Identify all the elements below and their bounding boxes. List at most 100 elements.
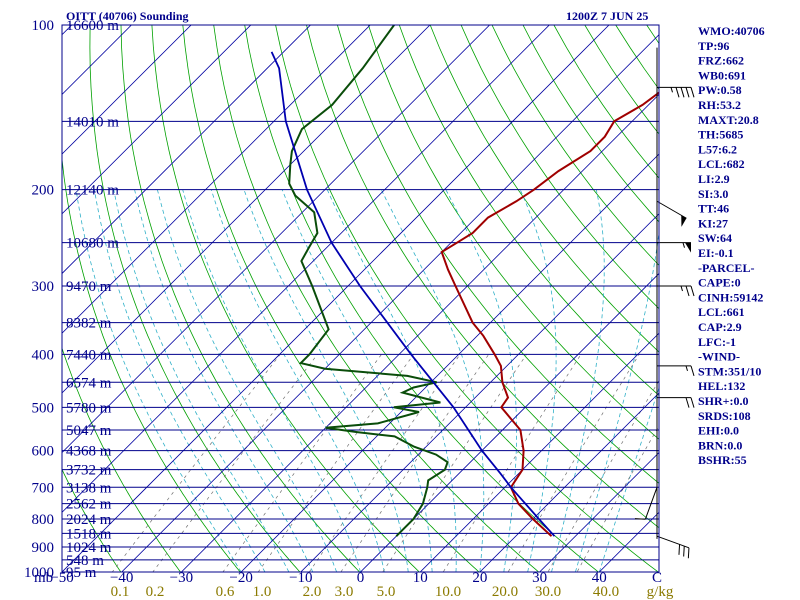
mixing-ratio-line	[308, 354, 461, 572]
isotherm	[419, 332, 659, 572]
temperature-tick-label: −30	[170, 570, 193, 586]
mixing-ratio-line	[222, 354, 382, 572]
plot-frame	[61, 24, 660, 573]
dry-adiabat	[584, 25, 659, 135]
temperature-tick-label: 30	[532, 570, 547, 586]
isotherm	[598, 511, 659, 572]
mixing-ratio-line	[507, 354, 640, 572]
temperature-tick-label: −10	[289, 570, 312, 586]
wind-profile	[634, 47, 695, 559]
isotherm	[62, 25, 312, 275]
height-label: 4368 m	[66, 444, 112, 460]
isobars	[62, 24, 659, 573]
wind-barb	[657, 365, 695, 377]
mixing-ratio-tick-label: 20.0	[492, 584, 518, 600]
dry-adiabat	[182, 25, 480, 572]
dry-adiabat	[429, 25, 659, 353]
index-value: LFC:-1	[698, 335, 736, 349]
height-label: 12140 m	[66, 183, 119, 199]
mixing-ratio-line	[576, 425, 659, 572]
index-value: TH:5685	[698, 128, 743, 142]
index-value: CINH:59142	[698, 290, 763, 304]
height-label: 7440 m	[66, 347, 112, 363]
height-label: 10680 m	[66, 236, 119, 252]
mixing-ratio-tick-label: 5.0	[377, 584, 396, 600]
wind-barb	[657, 242, 691, 253]
index-value: EHI:0.0	[698, 424, 739, 438]
isotherm	[180, 93, 659, 572]
pressure-tick-label: 300	[32, 279, 55, 295]
mixing-ratio-tick-label: 0.6	[216, 584, 235, 600]
isotherm	[62, 25, 192, 155]
mixing-ratio-line	[547, 379, 659, 572]
index-value: WMO:40706	[698, 24, 765, 38]
mixing-ratio-tick-label: 3.0	[335, 584, 354, 600]
pressure-tick-label: 100	[32, 18, 55, 34]
temperature-tick-label: 40	[592, 570, 607, 586]
dry-adiabat	[368, 25, 659, 440]
height-label: 2024 m	[66, 512, 112, 528]
isotherm	[359, 272, 659, 572]
index-value: BRN:0.0	[698, 438, 742, 452]
index-value: WB0:691	[698, 68, 746, 82]
index-value: LCL:682	[698, 157, 745, 171]
dry-adiabat	[306, 25, 659, 529]
index-value: SI:3.0	[698, 187, 728, 201]
index-value: PW:0.58	[698, 83, 742, 97]
mixing-ratio-tick-label: 1.0	[253, 584, 272, 600]
height-label: 3138 m	[66, 480, 112, 496]
moist-adiabat	[113, 189, 290, 572]
dry-adiabat	[62, 468, 122, 572]
isotherms	[62, 25, 659, 572]
wind-barb	[657, 397, 695, 408]
isotherm	[62, 25, 431, 394]
dewpoint-line	[288, 25, 449, 537]
pressure-tick-label: 500	[32, 400, 55, 416]
chart-title: OITT (40706) Sounding	[66, 9, 189, 23]
index-value: HEL:132	[698, 379, 745, 393]
dry-adiabat	[213, 25, 540, 572]
height-label: 1024 m	[66, 540, 112, 556]
wind-barb	[657, 285, 695, 297]
wind-barb	[634, 487, 658, 520]
mixing-ratio-tick-label: 30.0	[535, 584, 561, 600]
isotherm	[62, 25, 252, 215]
height-label: 14010 m	[66, 114, 119, 130]
dry-adiabat	[491, 25, 659, 266]
isotherm	[240, 153, 659, 572]
mixing-ratio-lines	[111, 354, 659, 572]
index-value: LCL:661	[698, 305, 745, 319]
mixing-ratio-line	[111, 354, 281, 572]
dry-adiabat	[151, 25, 420, 572]
isotherm	[62, 25, 550, 513]
mixing-ratio-tick-label: 0.1	[111, 584, 130, 600]
stability-indices: WMO:40706TP:96FRZ:662WB0:691PW:0.58RH:53…	[698, 24, 765, 467]
index-value: SHR+:0.0	[698, 394, 749, 408]
dry-adiabats	[62, 25, 659, 572]
index-value: -PARCEL-	[698, 261, 754, 275]
wind-barb	[656, 200, 687, 227]
mixing-ratio-line	[442, 354, 582, 572]
index-value: RH:53.2	[698, 98, 741, 112]
pressure-tick-label: 1000	[24, 565, 54, 581]
height-label: 5047 m	[66, 423, 112, 439]
mixing-ratio-tick-label: 2.0	[303, 584, 322, 600]
isotherm	[62, 25, 491, 454]
height-label: 5780 m	[66, 400, 112, 416]
isotherm	[121, 34, 659, 572]
isotherm	[479, 392, 659, 572]
height-label: 6574 m	[66, 375, 112, 391]
height-label: 95 m	[66, 565, 97, 581]
height-label: 2562 m	[66, 497, 112, 513]
temperature-tick-label: −50	[50, 570, 73, 586]
index-value: TP:96	[698, 39, 729, 53]
isotherm	[62, 25, 371, 334]
wind-barb	[657, 86, 695, 98]
mixing-ratio-tick-label: 10.0	[435, 584, 461, 600]
index-value: KI:27	[698, 216, 728, 230]
wind-barb	[656, 535, 690, 559]
dry-adiabat	[62, 155, 241, 572]
isotherm	[300, 213, 659, 572]
index-value: CAPE:0	[698, 276, 741, 290]
